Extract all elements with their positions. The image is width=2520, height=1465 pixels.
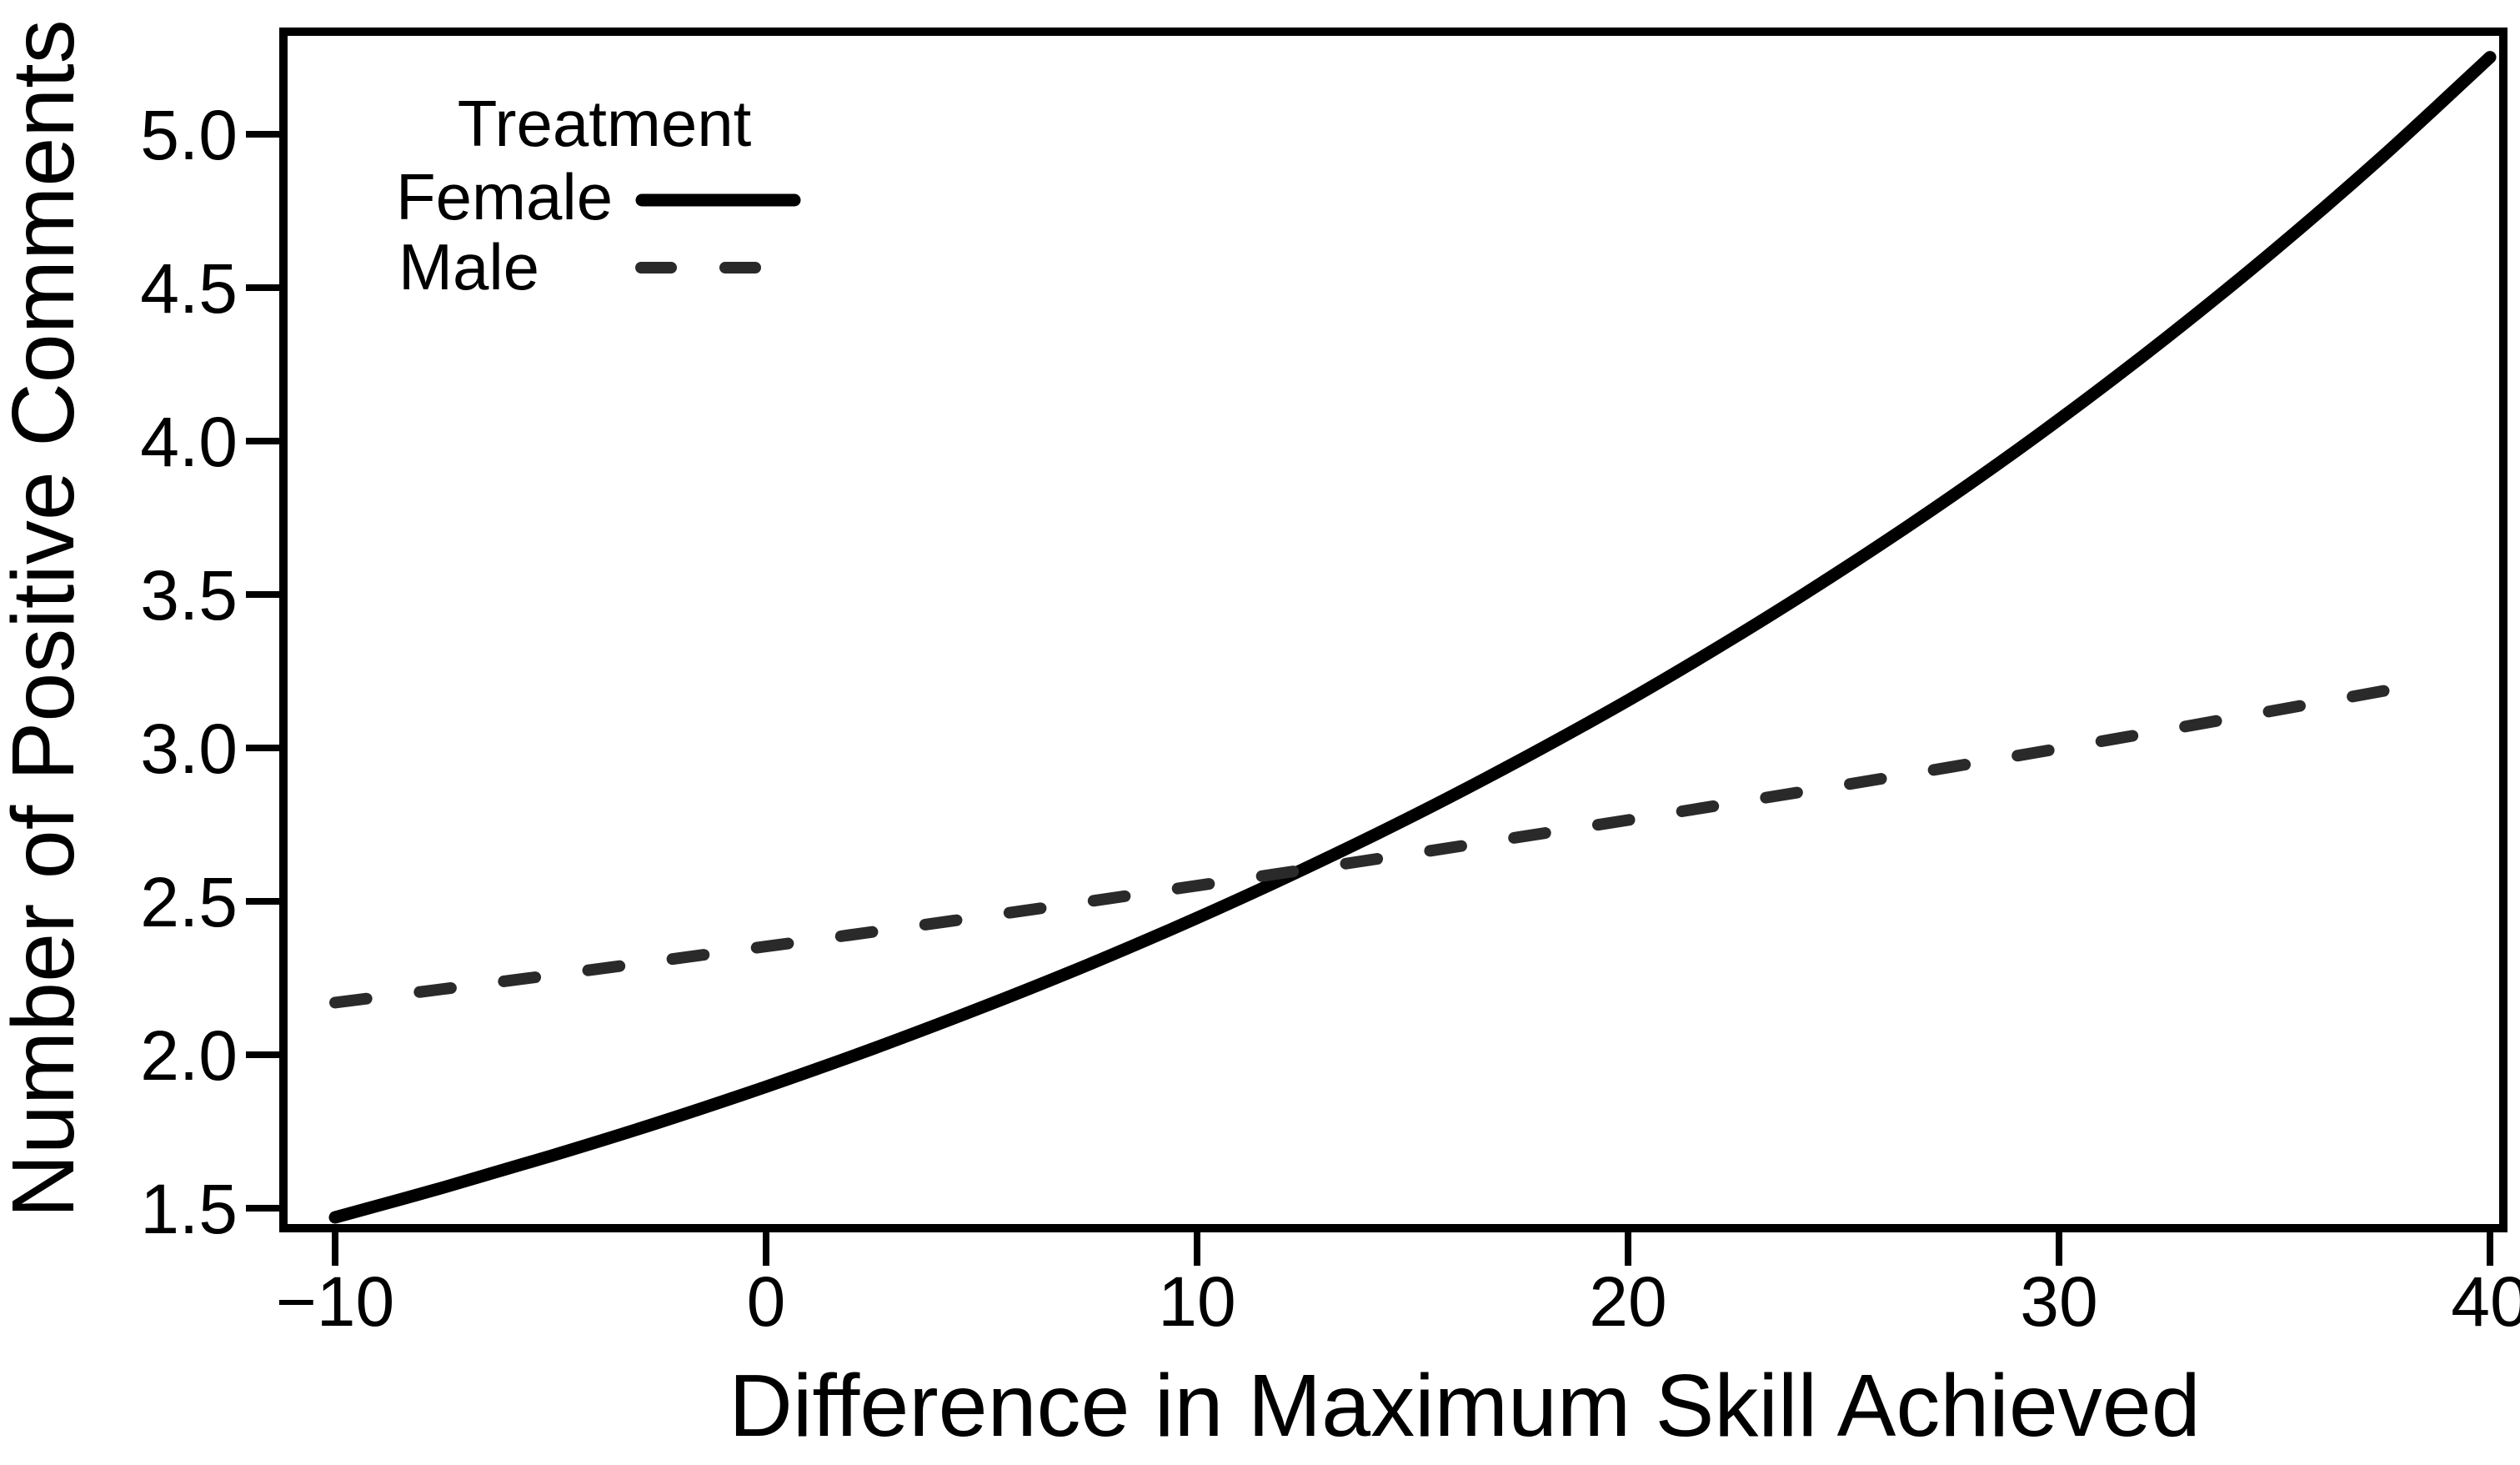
x-tick-label: −10	[276, 1262, 395, 1341]
y-tick-label: 4.5	[140, 249, 238, 328]
y-tick-label: 3.5	[140, 556, 238, 635]
y-axis: 5.0 4.5 4.0 3.5 3.0 2.5 2.0 1.5	[140, 96, 279, 1248]
x-tick-label: 10	[1158, 1262, 1235, 1341]
x-tick-label: 30	[2020, 1262, 2097, 1341]
y-tick-label: 1.5	[140, 1170, 238, 1248]
legend-label-female: Female	[396, 160, 613, 233]
x-axis: −10 0 10 20 30 40	[276, 1232, 2520, 1341]
legend-label-male: Male	[398, 230, 539, 304]
legend-title: Treatment	[458, 87, 752, 160]
y-axis-title: Number of Positive Comments	[0, 19, 93, 1217]
legend: Treatment Female Male	[396, 87, 801, 304]
plot-border	[279, 28, 2507, 1232]
female-line	[328, 51, 2497, 1224]
male-line	[329, 676, 2436, 1009]
x-tick-label: 20	[1589, 1262, 1666, 1341]
x-axis-title: Difference in Maximum Skill Achieved	[729, 1357, 2200, 1455]
y-tick-label: 4.0	[140, 403, 238, 481]
series-lines	[328, 51, 2497, 1224]
y-tick-label: 2.5	[140, 863, 238, 941]
y-tick-label: 3.0	[140, 710, 238, 788]
y-tick-label: 2.0	[140, 1016, 238, 1095]
y-tick-label: 5.0	[140, 96, 238, 174]
x-tick-label: 0	[747, 1262, 786, 1341]
x-tick-label: 40	[2451, 1262, 2520, 1341]
